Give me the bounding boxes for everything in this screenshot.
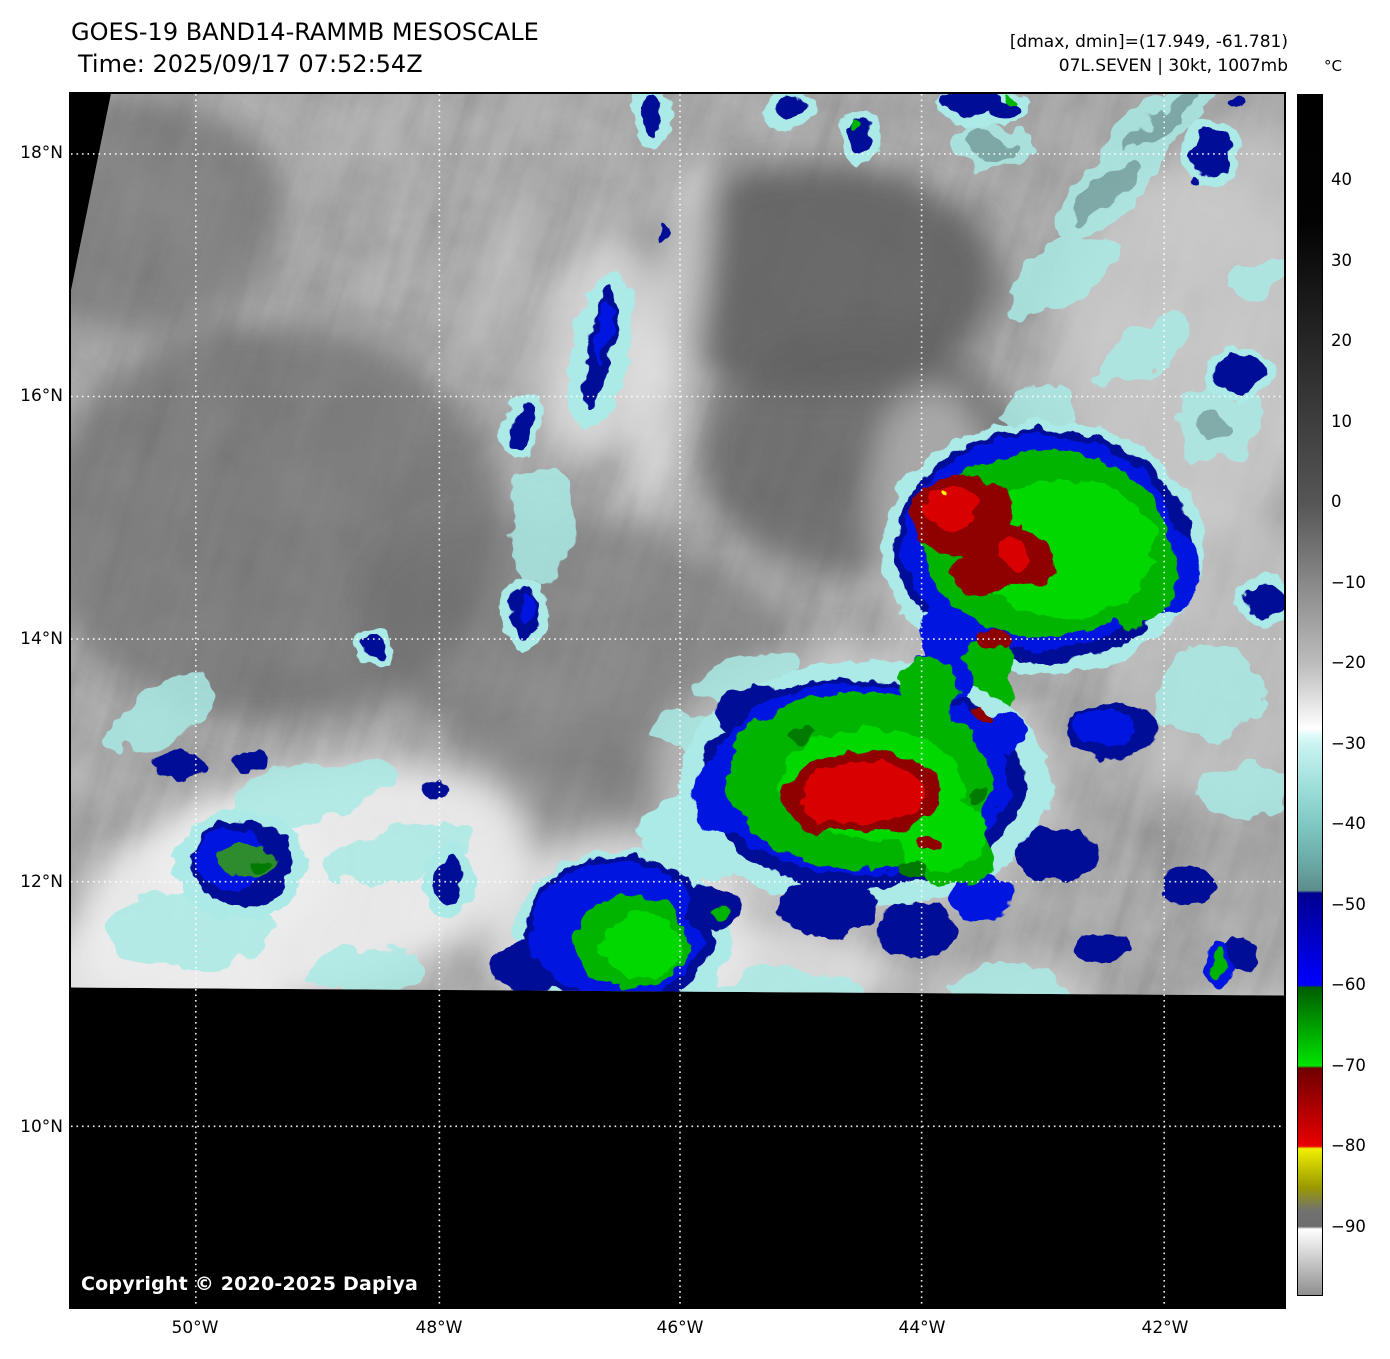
colorbar-tick: −60 [1331, 975, 1366, 994]
copyright-label: Copyright © 2020-2025 Dapiya [81, 1273, 419, 1295]
colorbar-tick: −20 [1331, 653, 1366, 672]
lon-label-44w: 44°W [898, 1318, 946, 1338]
lat-label-18n: 18°N [20, 143, 63, 163]
cold-blob-west [174, 809, 307, 920]
colorbar-tick: 20 [1331, 331, 1352, 350]
satellite-image [71, 94, 1284, 1307]
graticule-gridlines [71, 94, 1284, 1307]
enhanced-cold-cloud-tops [154, 94, 1284, 996]
lon-label-50w: 50°W [171, 1318, 219, 1338]
colorbar-tick: −80 [1331, 1136, 1366, 1155]
colorbar-unit-label: °C [1324, 57, 1342, 75]
lat-label-12n: 12°N [20, 872, 63, 892]
dmax-dmin-readout: [dmax, dmin]=(17.949, -61.781) [1009, 32, 1288, 52]
colorbar-tick: 10 [1331, 412, 1352, 431]
data-region [71, 94, 1284, 996]
colorbar-tick: −10 [1331, 573, 1366, 592]
colorbar-tick: −50 [1331, 895, 1366, 914]
lon-label-48w: 48°W [415, 1318, 463, 1338]
colorbar-tick: 30 [1331, 251, 1352, 270]
colorbar-tick: −30 [1331, 734, 1366, 753]
lon-label-42w: 42°W [1141, 1318, 1189, 1338]
colorbar-tick: 0 [1331, 492, 1342, 511]
storm-a-mcs [880, 421, 1205, 781]
colorbar-tick: −70 [1331, 1056, 1366, 1075]
lat-label-16n: 16°N [20, 386, 63, 406]
colorbar [1297, 94, 1323, 1296]
figure-timestamp: Time: 2025/09/17 07:52:54Z [78, 50, 423, 78]
colorbar-tick: −40 [1331, 814, 1366, 833]
colorbar-tick: −90 [1331, 1217, 1366, 1236]
map-plot-area: Copyright © 2020-2025 Dapiya [69, 92, 1286, 1309]
storm-c-southern [488, 850, 740, 996]
lon-label-46w: 46°W [656, 1318, 704, 1338]
lat-label-10n: 10°N [20, 1117, 63, 1137]
figure-title: GOES-19 BAND14-RAMMB MESOSCALE [71, 18, 539, 46]
lat-label-14n: 14°N [20, 629, 63, 649]
colorbar-tick: 40 [1331, 170, 1352, 189]
small-cold-cells [154, 94, 1284, 920]
storm-b-central [640, 654, 1263, 989]
storm-info-readout: 07L.SEVEN | 30kt, 1007mb [1058, 56, 1288, 76]
